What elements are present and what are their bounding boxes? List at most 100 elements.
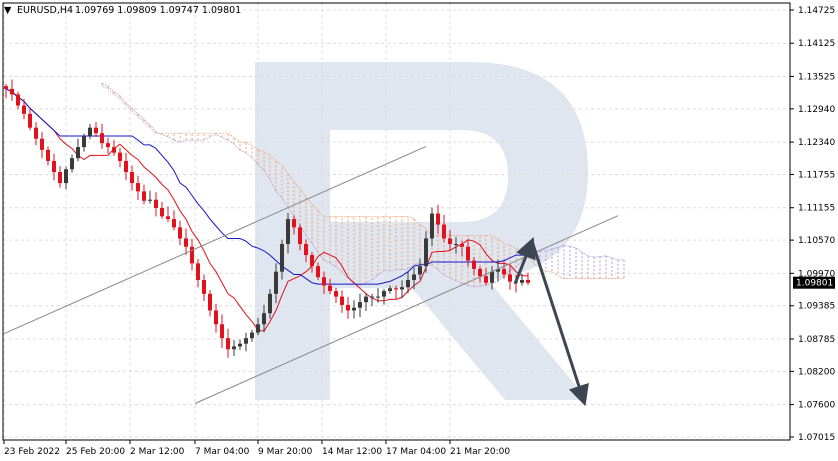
candle-body bbox=[448, 238, 452, 244]
time-tick-label: 14 Mar 12:00 bbox=[322, 447, 382, 457]
candle-body bbox=[496, 268, 500, 272]
candle-body bbox=[238, 343, 242, 347]
chart-header: ▼ EURUSD,H4 1.09769 1.09809 1.09747 1.09… bbox=[4, 5, 241, 16]
plot-border bbox=[2, 2, 791, 441]
candle-body bbox=[40, 138, 44, 150]
candle-body bbox=[274, 271, 278, 294]
candle-body bbox=[406, 279, 410, 288]
candle-body bbox=[388, 288, 392, 292]
candle-body bbox=[10, 88, 14, 95]
candle-body bbox=[82, 135, 86, 148]
price-tick-label: 1.12340 bbox=[798, 138, 835, 148]
price-tick-label: 1.11755 bbox=[798, 170, 835, 180]
channel-line[interactable] bbox=[194, 215, 619, 404]
price-tick-label: 1.07015 bbox=[798, 433, 835, 443]
candle-body bbox=[208, 293, 212, 311]
trend-channel[interactable] bbox=[3, 145, 619, 404]
watermark-letter bbox=[255, 62, 588, 400]
candle-body bbox=[364, 296, 368, 303]
time-tick-label: 2 Mar 12:00 bbox=[130, 447, 185, 457]
candle-body bbox=[196, 263, 200, 280]
symbol-label: EURUSD,H4 bbox=[17, 5, 73, 16]
candle-body bbox=[460, 243, 464, 247]
current-price-tag bbox=[793, 276, 835, 289]
watermark-logo bbox=[255, 62, 588, 400]
forecast-arrow-down[interactable] bbox=[530, 240, 589, 407]
candle-body bbox=[436, 213, 440, 225]
candle-body bbox=[112, 147, 116, 153]
price-tick-label: 1.14125 bbox=[798, 39, 835, 49]
candle-body bbox=[28, 113, 32, 128]
candle-body bbox=[22, 105, 26, 114]
ohlc-values: 1.09769 1.09809 1.09747 1.09801 bbox=[75, 5, 241, 16]
candle-body bbox=[418, 266, 422, 275]
candle-body bbox=[202, 279, 206, 294]
candle-body bbox=[136, 183, 140, 192]
candle-body bbox=[526, 279, 530, 283]
price-tick-label: 1.13525 bbox=[798, 72, 835, 82]
candle-body bbox=[52, 160, 56, 172]
price-tick-label: 1.12940 bbox=[798, 105, 835, 115]
candle-body bbox=[166, 216, 170, 220]
candle-body bbox=[490, 271, 494, 283]
candle-body bbox=[214, 310, 218, 325]
candle-body bbox=[382, 291, 386, 297]
time-axis[interactable]: 23 Feb 2022 25 Feb 20:00 2 Mar 12:00 7 Mar … bbox=[3, 440, 510, 457]
price-tick-label: 1.14725 bbox=[798, 6, 835, 16]
candle-body bbox=[4, 86, 8, 89]
candle-body bbox=[316, 266, 320, 278]
candle-body bbox=[442, 224, 446, 239]
candle-body bbox=[280, 243, 284, 272]
candle-body bbox=[172, 219, 176, 228]
senkou-span-b bbox=[101, 85, 624, 279]
candle-body bbox=[244, 338, 248, 344]
candle-body bbox=[226, 338, 230, 350]
price-tick-label: 1.09385 bbox=[798, 302, 835, 312]
candle-body bbox=[46, 149, 50, 161]
candle-body bbox=[178, 227, 182, 239]
candle-body bbox=[400, 287, 404, 290]
candle-body bbox=[70, 158, 74, 170]
candle-body bbox=[184, 238, 188, 247]
candle-body bbox=[256, 324, 260, 333]
candle-body bbox=[100, 133, 104, 144]
candle-body bbox=[124, 160, 128, 172]
candle-body bbox=[286, 219, 290, 244]
candle-body bbox=[76, 147, 80, 159]
time-tick-label: 7 Mar 04:00 bbox=[195, 447, 250, 457]
candles bbox=[4, 79, 530, 358]
price-axis[interactable]: 1.14725 1.14125 1.13525 1.12940 1.12340 1.117… bbox=[790, 6, 835, 443]
price-tick-label: 1.08200 bbox=[798, 367, 835, 377]
kijun-line bbox=[5, 88, 528, 285]
time-tick-label: 25 Feb 20:00 bbox=[66, 447, 125, 457]
candle-body bbox=[262, 313, 266, 325]
candle-body bbox=[352, 307, 356, 311]
price-tick-label: 1.09970 bbox=[798, 269, 835, 279]
collapse-icon[interactable]: ▼ bbox=[4, 5, 12, 16]
time-tick-label: 17 Mar 04:00 bbox=[386, 447, 446, 457]
price-tick-label: 1.11155 bbox=[798, 204, 835, 214]
candle-body bbox=[16, 94, 20, 106]
candle-body bbox=[232, 346, 236, 350]
tenkan-line bbox=[5, 88, 528, 332]
forecast-arrow-up[interactable] bbox=[513, 237, 536, 285]
candle-body bbox=[304, 243, 308, 256]
candle-body bbox=[34, 127, 38, 139]
forecast-arrows[interactable] bbox=[513, 237, 589, 407]
price-tick-label: 1.10570 bbox=[798, 236, 835, 246]
candle-body bbox=[370, 296, 374, 298]
candle-body bbox=[148, 199, 152, 201]
time-tick-label: 21 Mar 20:00 bbox=[450, 447, 510, 457]
candle-body bbox=[484, 276, 488, 283]
candle-body bbox=[160, 207, 164, 217]
candle-body bbox=[130, 171, 134, 184]
candle-body bbox=[118, 152, 122, 161]
candle-body bbox=[142, 191, 146, 201]
candle-body bbox=[424, 238, 428, 267]
candle-body bbox=[478, 268, 482, 277]
candle-body bbox=[64, 169, 68, 184]
time-tick-label: 9 Mar 20:00 bbox=[258, 447, 313, 457]
channel-line[interactable] bbox=[3, 145, 427, 335]
